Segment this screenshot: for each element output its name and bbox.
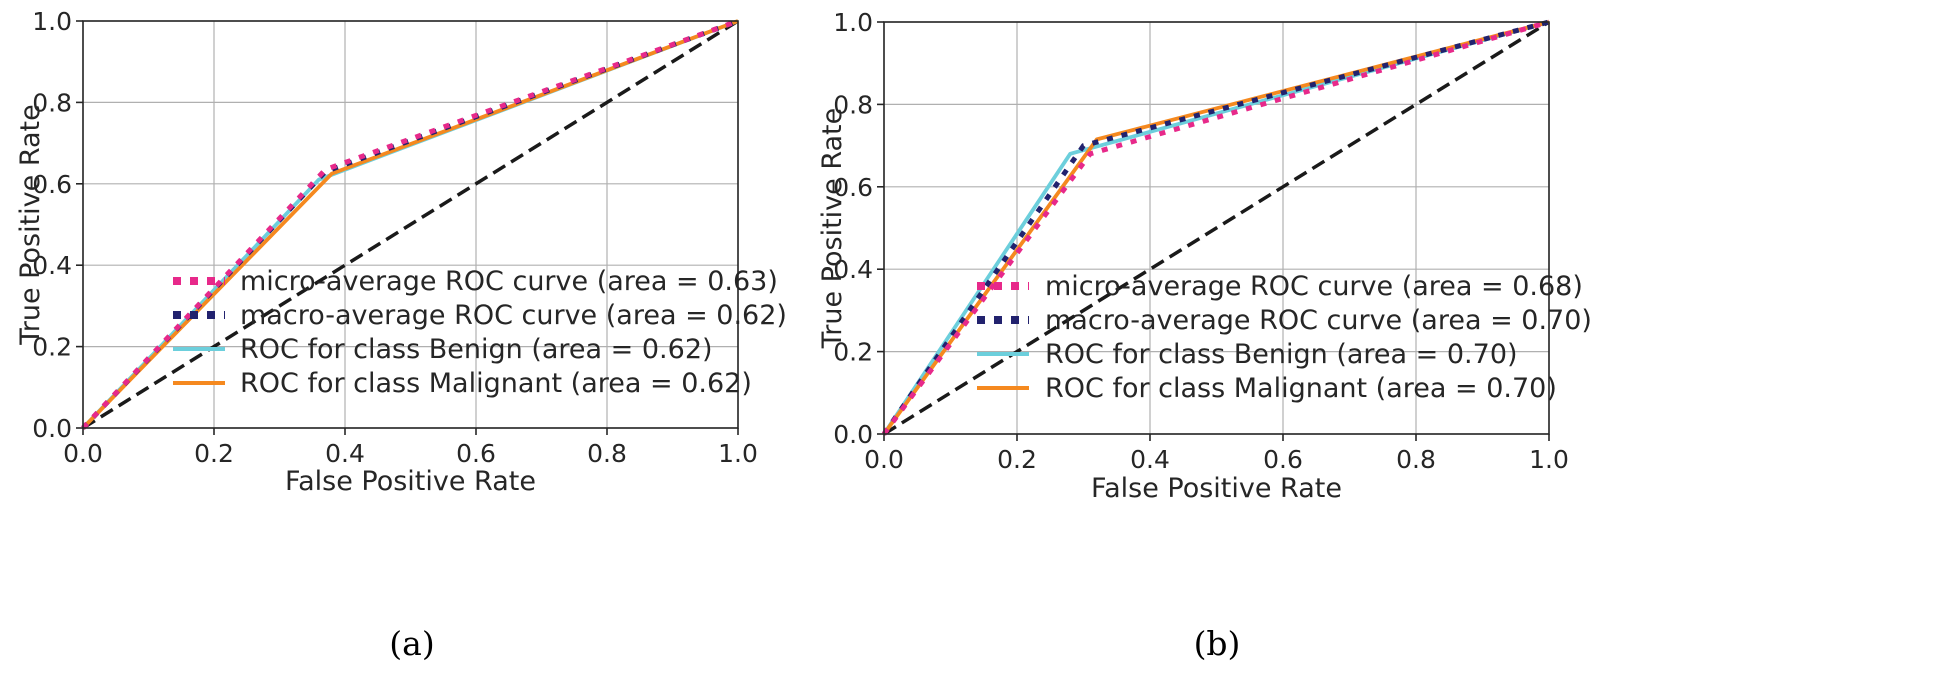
y-tick-label: 1.0	[32, 7, 72, 36]
x-tick-label: 0.8	[1396, 445, 1436, 474]
x-tick-label: 0.4	[325, 439, 365, 468]
plot-frame	[82, 20, 739, 429]
series-line-benign	[882, 20, 1550, 436]
legend-label-micro: micro-average ROC curve (area = 0.68)	[1045, 271, 1583, 302]
panel-a: 0.0 0.2 0.4 0.6 0.8 1.0 0.0 0.2 0.4 0.6 0.8 1.0 Fal…	[15, 7, 787, 663]
legend-label-malignant: ROC for class Malignant (area = 0.62)	[240, 368, 752, 399]
x-tick-label: 0.8	[587, 439, 627, 468]
y-tick-label: 0.4	[833, 255, 873, 284]
y-tick-label: 0.4	[32, 251, 72, 280]
plot-frame	[883, 21, 1550, 435]
y-tick-label: 0.0	[833, 420, 873, 449]
x-tick-label: 0.2	[194, 439, 234, 468]
x-tick-label: 0.6	[1263, 445, 1303, 474]
series-line-micro	[81, 18, 739, 430]
legend: micro-average ROC curve (area = 0.63)mac…	[173, 266, 787, 399]
x-tick-label: 1.0	[718, 439, 758, 468]
y-tick-label: 0.8	[32, 88, 72, 117]
x-axis-label: False Positive Rate	[285, 466, 536, 497]
panel-b: 0.0 0.2 0.4 0.6 0.8 1.0 0.0 0.2 0.4 0.6 0.8 1.0 Fal…	[817, 8, 1592, 663]
y-tick-label: 1.0	[833, 8, 873, 37]
legend-label-benign: ROC for class Benign (area = 0.62)	[240, 334, 713, 365]
legend-label-macro: macro-average ROC curve (area = 0.70)	[1045, 305, 1592, 336]
y-axis-label: True Positive Rate	[817, 108, 848, 350]
panel-caption: (b)	[1194, 624, 1241, 663]
panel-caption: (a)	[389, 624, 434, 663]
x-axis-label: False Positive Rate	[1091, 473, 1342, 504]
series-line-chance	[82, 19, 739, 430]
y-axis-label: True Positive Rate	[15, 104, 46, 346]
x-tick-label: 0.0	[63, 439, 103, 468]
x-tick-label: 0.0	[864, 445, 904, 474]
x-tick-label: 0.2	[997, 445, 1037, 474]
y-tick-label: 0.2	[32, 333, 72, 362]
x-tick-label: 0.4	[1130, 445, 1170, 474]
y-tick-label: 0.6	[32, 170, 72, 199]
legend: micro-average ROC curve (area = 0.68)mac…	[977, 271, 1592, 404]
series-line-chance	[883, 20, 1550, 436]
legend-label-benign: ROC for class Benign (area = 0.70)	[1045, 339, 1518, 370]
series-line-macro	[881, 19, 1550, 436]
y-tick-label: 0.0	[32, 414, 72, 443]
x-tick-label: 1.0	[1529, 445, 1569, 474]
y-tick-label: 0.6	[833, 173, 873, 202]
y-tick-label: 0.8	[833, 90, 873, 119]
series-line-micro	[881, 19, 1550, 436]
x-tick-label: 0.6	[456, 439, 496, 468]
legend-label-macro: macro-average ROC curve (area = 0.62)	[240, 300, 787, 331]
legend-label-micro: micro-average ROC curve (area = 0.63)	[240, 266, 778, 297]
legend-label-malignant: ROC for class Malignant (area = 0.70)	[1045, 373, 1557, 404]
y-tick-label: 0.2	[833, 338, 873, 367]
